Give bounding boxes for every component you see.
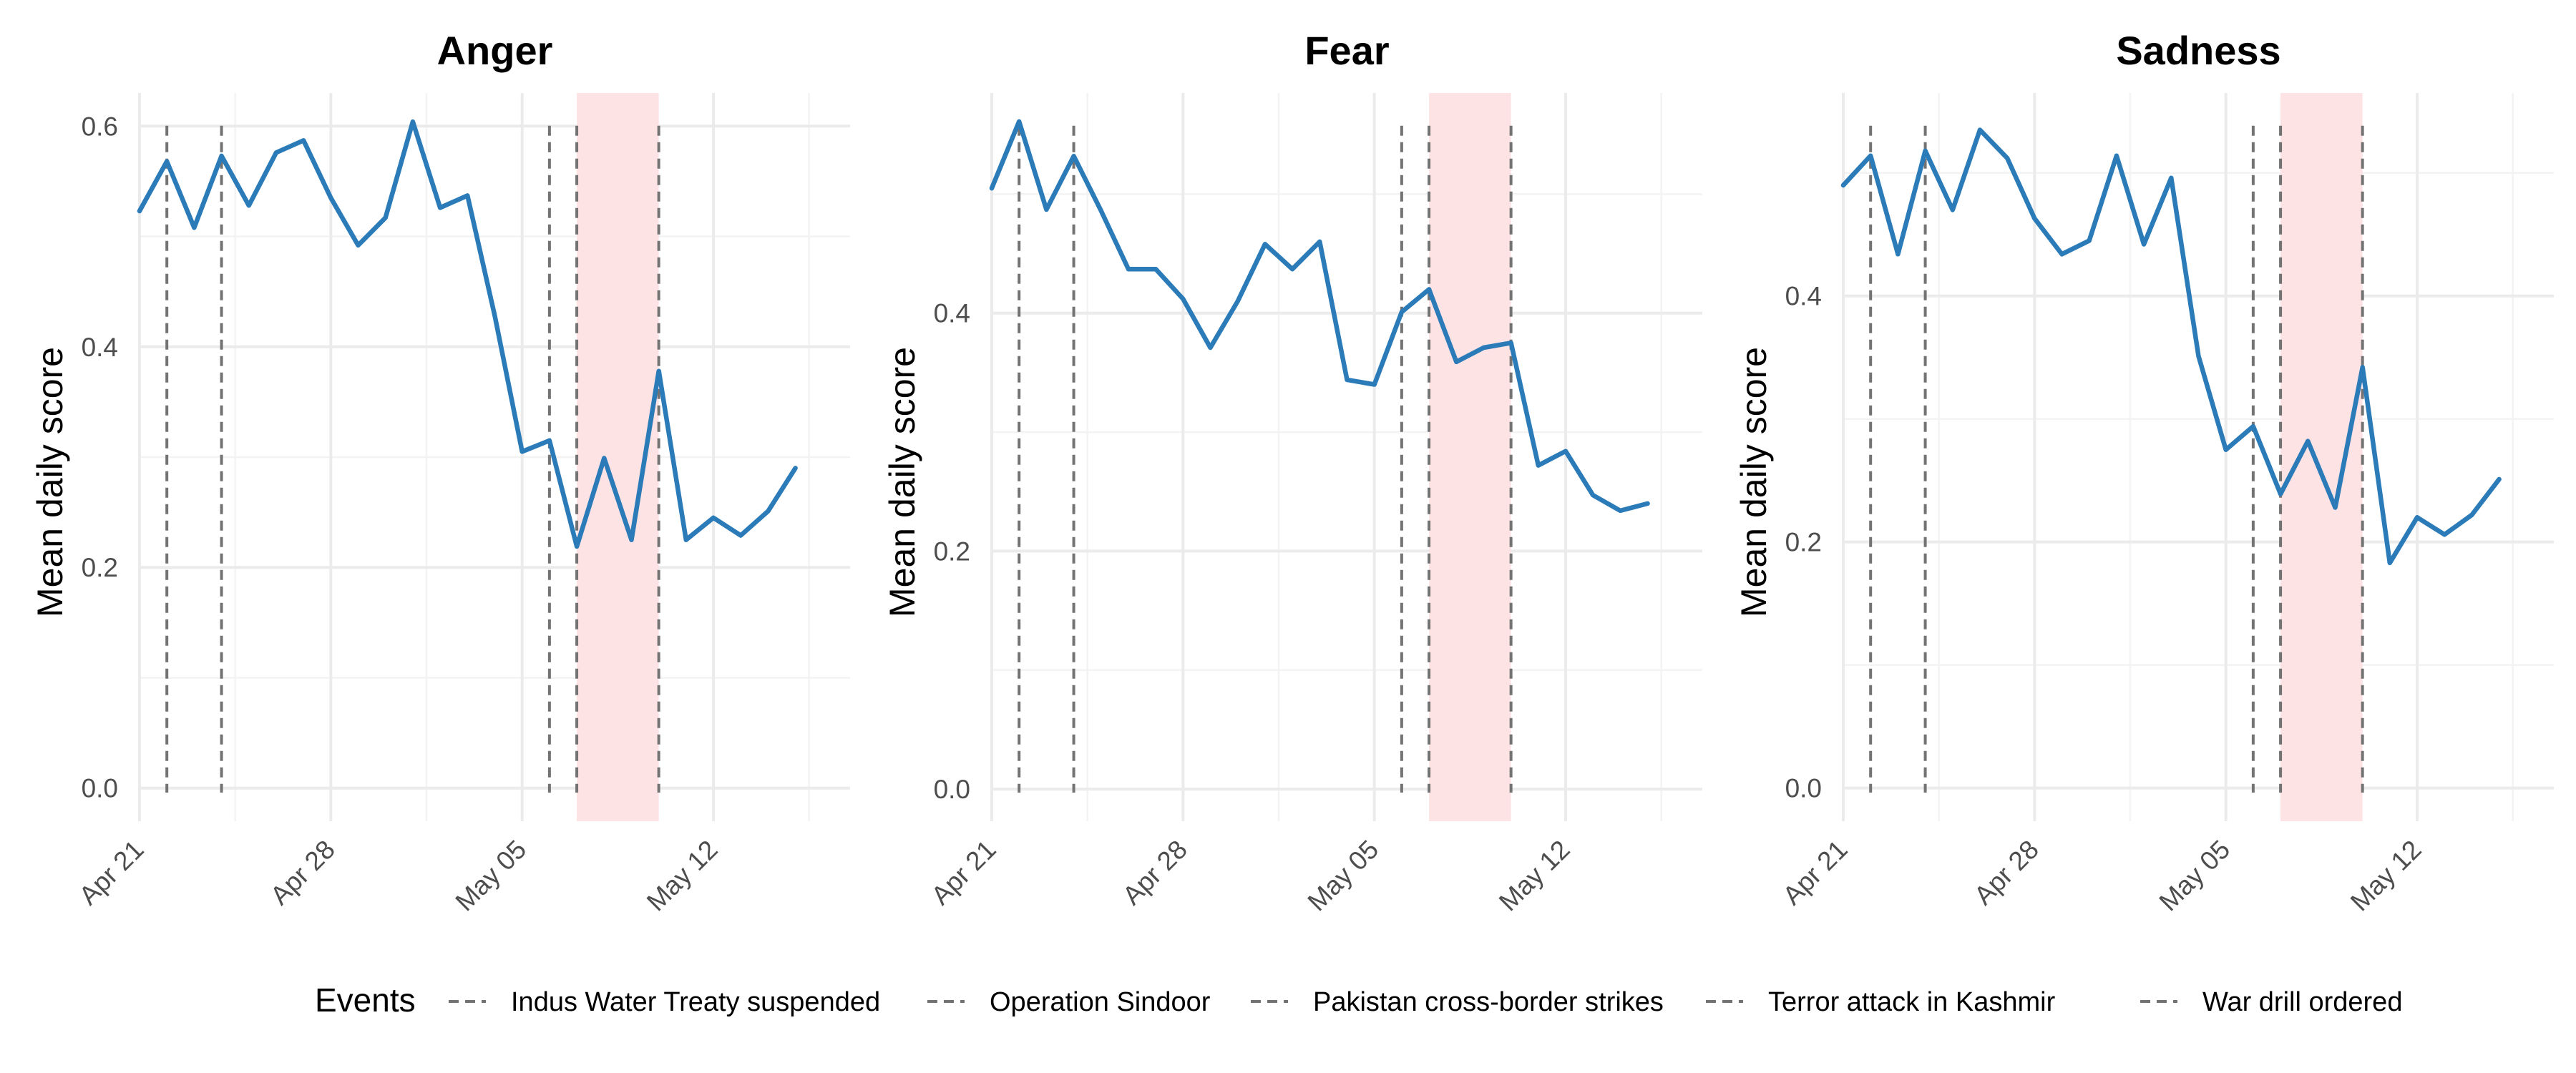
y-tick-label: 0.2 (82, 553, 118, 582)
y-axis-label: Mean daily score (30, 347, 70, 617)
x-tick-label: May 12 (1493, 835, 1576, 917)
x-tick-label: Apr 28 (1117, 835, 1193, 911)
panel-sadness: Sadness Mean daily score 0.0 0.2 0.4 Apr 21 Ap… (1734, 28, 2554, 916)
shaded-period (2280, 93, 2363, 821)
y-tick-label: 0.6 (82, 112, 118, 141)
panel-anger: Anger Mean daily score 0.0 0.2 0.4 0.6 Apr 21 A… (30, 28, 850, 916)
legend-item: Operation Sindoor (927, 987, 1211, 1017)
legend-item: War drill ordered (2140, 987, 2402, 1017)
y-tick-label: 0.4 (934, 299, 970, 328)
y-tick-label: 0.2 (1785, 528, 1822, 557)
x-tick-label: May 05 (1302, 835, 1385, 917)
y-tick-label: 0.0 (1785, 774, 1822, 803)
panel-title: Fear (1304, 28, 1389, 73)
panel-title: Sadness (2116, 28, 2280, 73)
y-tick-label: 0.0 (934, 775, 970, 804)
x-tick-label: Apr 21 (1777, 835, 1853, 911)
y-tick-label: 0.0 (82, 774, 118, 803)
x-tick-label: Apr 28 (1968, 835, 2044, 911)
x-tick-label: May 12 (641, 835, 723, 917)
x-tick-label: May 12 (2345, 835, 2427, 917)
y-tick-label: 0.2 (934, 536, 970, 566)
shaded-period (1429, 93, 1511, 821)
y-tick-label: 0.4 (1785, 282, 1822, 311)
legend-item: Indus Water Treaty suspended (449, 987, 880, 1017)
legend-label: Indus Water Treaty suspended (511, 987, 880, 1017)
series-line (1840, 127, 2502, 566)
chart-panels: Anger Mean daily score 0.0 0.2 0.4 0.6 Apr 21 A… (30, 28, 2554, 916)
panel-title: Anger (437, 28, 553, 73)
y-axis-label: Mean daily score (1734, 347, 1774, 617)
legend-item: Terror attack in Kashmir (1706, 987, 2056, 1017)
x-tick-label: May 05 (2154, 835, 2236, 917)
legend: Events Indus Water Treaty suspended Opera… (315, 981, 2402, 1019)
legend-label: Operation Sindoor (990, 987, 1211, 1017)
series-line (989, 119, 1650, 514)
legend-title: Events (315, 981, 416, 1019)
legend-label: Terror attack in Kashmir (1768, 987, 2056, 1017)
series-line (137, 119, 798, 549)
x-tick-label: Apr 21 (74, 835, 150, 911)
panel-fear: Fear Mean daily score 0.0 0.2 0.4 Apr 21 Apr 2… (882, 28, 1702, 916)
x-tick-label: Apr 21 (926, 835, 1002, 911)
y-axis-label: Mean daily score (882, 347, 922, 617)
y-tick-label: 0.4 (82, 333, 118, 362)
legend-label: War drill ordered (2202, 987, 2402, 1017)
legend-item: Pakistan cross-border strikes (1251, 987, 1664, 1017)
legend-items: Indus Water Treaty suspended Operation Si… (449, 987, 2402, 1017)
x-tick-label: May 05 (450, 835, 532, 917)
legend-label: Pakistan cross-border strikes (1313, 987, 1664, 1017)
x-tick-label: Apr 28 (265, 835, 341, 911)
